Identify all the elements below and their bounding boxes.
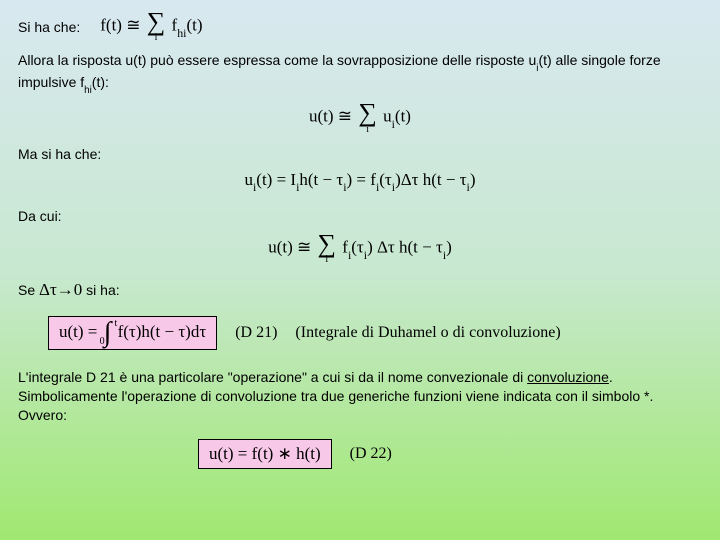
term-convoluzione: convoluzione bbox=[527, 369, 609, 385]
line-si-ha-che: Si ha che: f(t) ≅ ∑i fhi(t) bbox=[18, 10, 702, 43]
eq5-row: u(t) = t∫0 f(τ)h(t − τ)dτ (D 21) (Integr… bbox=[48, 316, 702, 350]
label-si-ha-che: Si ha che: bbox=[18, 19, 80, 35]
label-se-dt-0: Se Δτ→0 si ha: bbox=[18, 279, 702, 302]
label-da-cui: Da cui: bbox=[18, 207, 702, 226]
eq5-box: u(t) = t∫0 f(τ)h(t − τ)dτ bbox=[48, 316, 217, 350]
paragraph-1: Allora la risposta u(t) può essere espre… bbox=[18, 51, 702, 95]
eq1: f(t) ≅ ∑i fhi(t) bbox=[100, 10, 202, 43]
paragraph-2: L'integrale D 21 è una particolare "oper… bbox=[18, 368, 702, 425]
eq6-row: u(t) = f(t) ∗ h(t) (D 22) bbox=[198, 439, 702, 469]
eq5-tag: (D 21) bbox=[235, 324, 277, 342]
eq3: ui(t) = Iih(t − τi) = fi(τi)Δτ h(t − τi) bbox=[18, 170, 702, 193]
label-ma-si-ha-che: Ma si ha che: bbox=[18, 145, 702, 164]
eq6-box: u(t) = f(t) ∗ h(t) bbox=[198, 439, 332, 469]
eq4: u(t) ≅ ∑i fi(τi) Δτ h(t − τi) bbox=[18, 232, 702, 265]
eq5-note: (Integrale di Duhamel o di convoluzione) bbox=[295, 324, 560, 342]
eq2: u(t) ≅ ∑i ui(t) bbox=[18, 101, 702, 134]
eq6-tag: (D 22) bbox=[350, 445, 392, 463]
